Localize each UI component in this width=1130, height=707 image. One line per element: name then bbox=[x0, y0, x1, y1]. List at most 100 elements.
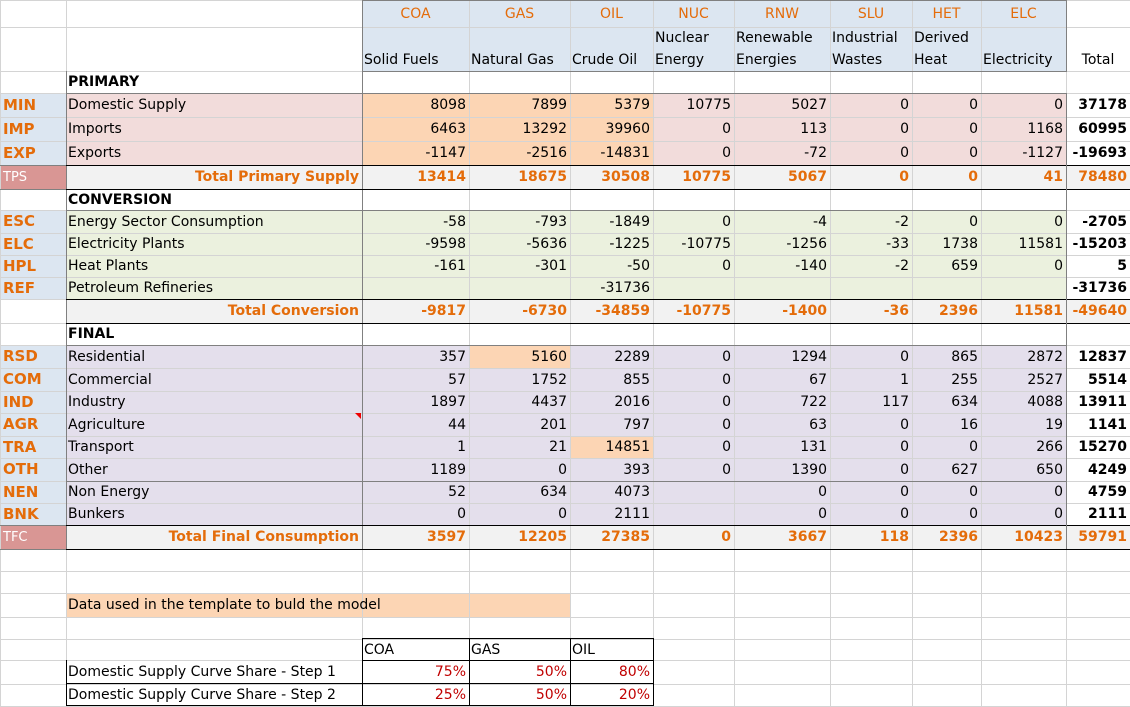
row-label-hpl[interactable]: Heat Plants bbox=[68, 258, 149, 274]
value-cell[interactable]: -9817 bbox=[421, 303, 466, 319]
value-cell[interactable]: 1738 bbox=[942, 236, 978, 252]
value-cell[interactable]: 2396 bbox=[939, 303, 978, 319]
row-total-ref[interactable]: -31736 bbox=[1072, 280, 1127, 296]
value-cell[interactable]: 21 bbox=[549, 439, 567, 455]
value-cell[interactable]: 0 bbox=[900, 97, 909, 113]
value-cell[interactable]: -58 bbox=[443, 213, 466, 230]
value-cell[interactable]: 19 bbox=[1045, 416, 1063, 433]
header-code-oil[interactable]: OIL bbox=[600, 5, 623, 22]
value-cell[interactable] bbox=[912, 277, 981, 299]
row-total-tfc[interactable]: 59791 bbox=[1078, 529, 1127, 545]
curve-step1-value[interactable]: 80% bbox=[618, 664, 650, 680]
value-cell[interactable]: 0 bbox=[900, 506, 909, 522]
value-cell[interactable]: 4088 bbox=[1027, 394, 1063, 410]
value-cell[interactable]: 0 bbox=[722, 213, 731, 230]
row-label-tps[interactable]: Total Primary Supply bbox=[194, 169, 359, 185]
value-cell[interactable]: -14831 bbox=[600, 145, 650, 161]
value-cell[interactable]: 0 bbox=[558, 461, 567, 478]
header-name-line1[interactable]: Nuclear bbox=[655, 30, 709, 46]
row-label-tfc[interactable]: Total Final Consumption bbox=[168, 529, 359, 545]
value-cell[interactable]: 0 bbox=[969, 145, 978, 161]
value-cell[interactable]: -72 bbox=[804, 145, 827, 161]
value-cell[interactable]: 266 bbox=[1036, 439, 1063, 455]
row-code-agr[interactable]: AGR bbox=[3, 415, 39, 433]
value-cell[interactable]: 0 bbox=[722, 145, 731, 161]
value-cell[interactable]: 1390 bbox=[791, 461, 827, 478]
row-label-esc[interactable]: Energy Sector Consumption bbox=[68, 213, 264, 230]
value-cell[interactable]: 131 bbox=[800, 439, 827, 455]
curve-step1-value[interactable]: 75% bbox=[434, 664, 466, 680]
row-label-elc[interactable]: Electricity Plants bbox=[68, 236, 185, 252]
value-cell[interactable]: 5160 bbox=[531, 348, 567, 365]
value-cell[interactable]: 634 bbox=[951, 394, 978, 410]
row-total-oth[interactable]: 4249 bbox=[1088, 461, 1127, 478]
value-cell[interactable]: 0 bbox=[900, 461, 909, 478]
row-code-ind[interactable]: IND bbox=[3, 392, 34, 411]
row-code-exp[interactable]: EXP bbox=[3, 143, 36, 162]
value-cell[interactable]: -161 bbox=[434, 258, 466, 274]
value-cell[interactable]: 0 bbox=[900, 439, 909, 455]
value-cell[interactable]: 0 bbox=[722, 348, 731, 365]
header-code-rnw[interactable]: RNW bbox=[764, 5, 800, 22]
header-code-coa[interactable]: COA bbox=[400, 5, 431, 22]
header-name-line2[interactable]: Energies bbox=[736, 52, 797, 68]
value-cell[interactable]: 0 bbox=[722, 371, 731, 388]
value-cell[interactable]: 2396 bbox=[939, 529, 978, 545]
header-name-line1[interactable] bbox=[362, 27, 469, 49]
row-code-com[interactable]: COM bbox=[3, 370, 42, 388]
row-code-ref[interactable]: REF bbox=[3, 278, 36, 297]
row-label-min[interactable]: Domestic Supply bbox=[68, 97, 187, 113]
row-total-nen[interactable]: 4759 bbox=[1088, 484, 1127, 500]
value-cell[interactable]: 1189 bbox=[430, 461, 466, 478]
header-name-line2[interactable]: Heat bbox=[914, 52, 948, 68]
value-cell[interactable]: 659 bbox=[951, 258, 978, 274]
value-cell[interactable]: -1225 bbox=[609, 236, 650, 252]
value-cell[interactable]: 10423 bbox=[1014, 529, 1063, 545]
value-cell[interactable]: 10775 bbox=[682, 169, 731, 185]
value-cell[interactable]: 0 bbox=[969, 484, 978, 500]
section-final[interactable]: FINAL bbox=[68, 326, 115, 342]
value-cell[interactable]: 1294 bbox=[791, 348, 827, 365]
row-code-oth[interactable]: OTH bbox=[3, 460, 39, 478]
row-label-oth[interactable]: Other bbox=[68, 461, 108, 478]
header-code-slu[interactable]: SLU bbox=[857, 5, 885, 22]
value-cell[interactable]: 0 bbox=[1054, 213, 1063, 230]
value-cell[interactable]: 0 bbox=[900, 416, 909, 433]
value-cell[interactable]: 0 bbox=[969, 121, 978, 137]
value-cell[interactable]: 1 bbox=[900, 371, 909, 388]
value-cell[interactable]: 1168 bbox=[1027, 121, 1063, 137]
value-cell[interactable]: -793 bbox=[535, 213, 567, 230]
value-cell[interactable]: 4073 bbox=[614, 484, 650, 500]
curve-step2-label[interactable]: Domestic Supply Curve Share - Step 2 bbox=[68, 687, 336, 703]
value-cell[interactable]: -301 bbox=[535, 258, 567, 274]
row-label-ref[interactable]: Petroleum Refineries bbox=[68, 280, 214, 296]
value-cell[interactable]: -10775 bbox=[681, 236, 731, 252]
row-total-imp[interactable]: 60995 bbox=[1078, 121, 1127, 137]
value-cell[interactable]: -2516 bbox=[526, 145, 567, 161]
value-cell[interactable]: 0 bbox=[558, 506, 567, 522]
curve-col-coa[interactable]: COA bbox=[364, 641, 395, 658]
row-total-esc[interactable]: -2705 bbox=[1082, 213, 1127, 230]
row-code-bnk[interactable]: BNK bbox=[3, 504, 39, 523]
row-label-ind[interactable]: Industry bbox=[68, 394, 126, 410]
value-cell[interactable]: 0 bbox=[969, 506, 978, 522]
value-cell[interactable]: 11581 bbox=[1018, 236, 1063, 252]
curve-step1-label[interactable]: Domestic Supply Curve Share - Step 1 bbox=[68, 664, 336, 680]
value-cell[interactable]: 634 bbox=[540, 484, 567, 500]
value-cell[interactable]: 0 bbox=[722, 416, 731, 433]
curve-col-oil[interactable]: OIL bbox=[572, 641, 595, 658]
row-code-tra[interactable]: TRA bbox=[3, 437, 37, 456]
value-cell[interactable]: 14851 bbox=[605, 439, 650, 455]
header-name-line2[interactable]: Electricity bbox=[983, 52, 1053, 68]
value-cell[interactable]: 1897 bbox=[430, 394, 466, 410]
section-primary[interactable]: PRIMARY bbox=[68, 74, 140, 90]
row-total-elc[interactable]: -15203 bbox=[1072, 236, 1127, 252]
value-cell[interactable] bbox=[653, 503, 734, 525]
value-cell[interactable]: -31736 bbox=[600, 280, 650, 296]
row-code-nen[interactable]: NEN bbox=[3, 482, 39, 501]
value-cell[interactable] bbox=[981, 277, 1066, 299]
value-cell[interactable]: 5379 bbox=[614, 97, 650, 113]
value-cell[interactable]: 8098 bbox=[430, 97, 466, 113]
row-total-ind[interactable]: 13911 bbox=[1078, 394, 1127, 410]
value-cell[interactable]: 0 bbox=[969, 213, 978, 230]
